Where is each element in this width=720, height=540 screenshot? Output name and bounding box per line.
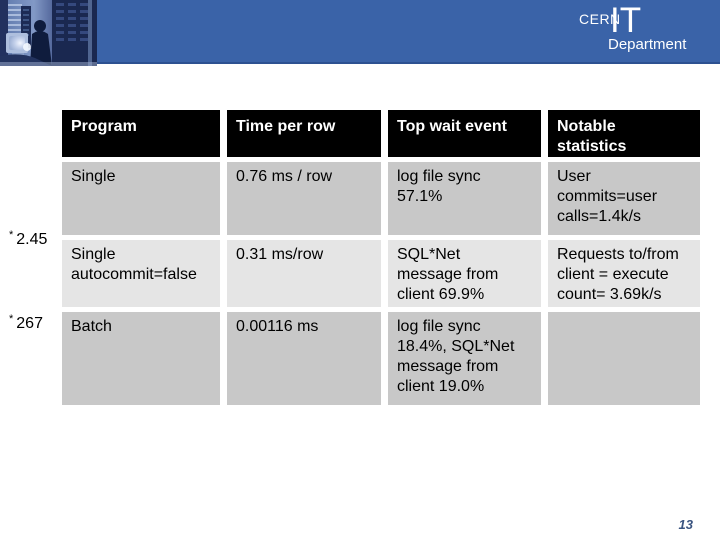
cell-single-autocommit-wait-event: SQL*Net message from client 69.9% [388,240,541,307]
cell-single-autocommit-program: Single autocommit=false [62,240,220,307]
cell-single-autocommit-statistics: Requests to/from client = execute count=… [548,240,700,307]
cell-single-program: Single [62,162,220,235]
logo-department-text: Department [608,36,687,53]
cell-batch-wait-event: log file sync 18.4%, SQL*Net message fro… [388,312,541,405]
cell-single-time: 0.76 ms / row [227,162,381,235]
speedup-annotation-1: * 2.45 [9,226,47,249]
cern-it-department-logo: CERN IT Department [575,1,720,63]
header-banner: CERN IT Department [0,0,720,66]
cell-batch-program: Batch [62,312,220,405]
column-header-program: Program [62,110,220,157]
cell-batch-time: 0.00116 ms [227,312,381,405]
speedup-value: 2.45 [16,231,48,248]
asterisk-marker: * [9,229,14,241]
column-header-time-per-row: Time per row [227,110,381,157]
column-header-notable-statistics: Notable statistics [548,110,700,157]
server-room-photo-icon [0,0,97,66]
cell-batch-statistics [548,312,700,405]
cell-single-wait-event: log file sync 57.1% [388,162,541,235]
asterisk-marker: * [9,313,14,325]
logo-it-text: IT [610,1,642,40]
speedup-value: 267 [16,315,43,332]
page-number: 13 [678,517,693,532]
speedup-annotation-2: * 267 [9,310,43,333]
column-header-top-wait-event: Top wait event [388,110,541,157]
logo-cern-text: CERN [579,11,621,27]
performance-table: Program Time per row Top wait event Nota… [62,110,700,405]
cell-single-autocommit-time: 0.31 ms/row [227,240,381,307]
cell-single-statistics: User commits=user calls=1.4k/s [548,162,700,235]
